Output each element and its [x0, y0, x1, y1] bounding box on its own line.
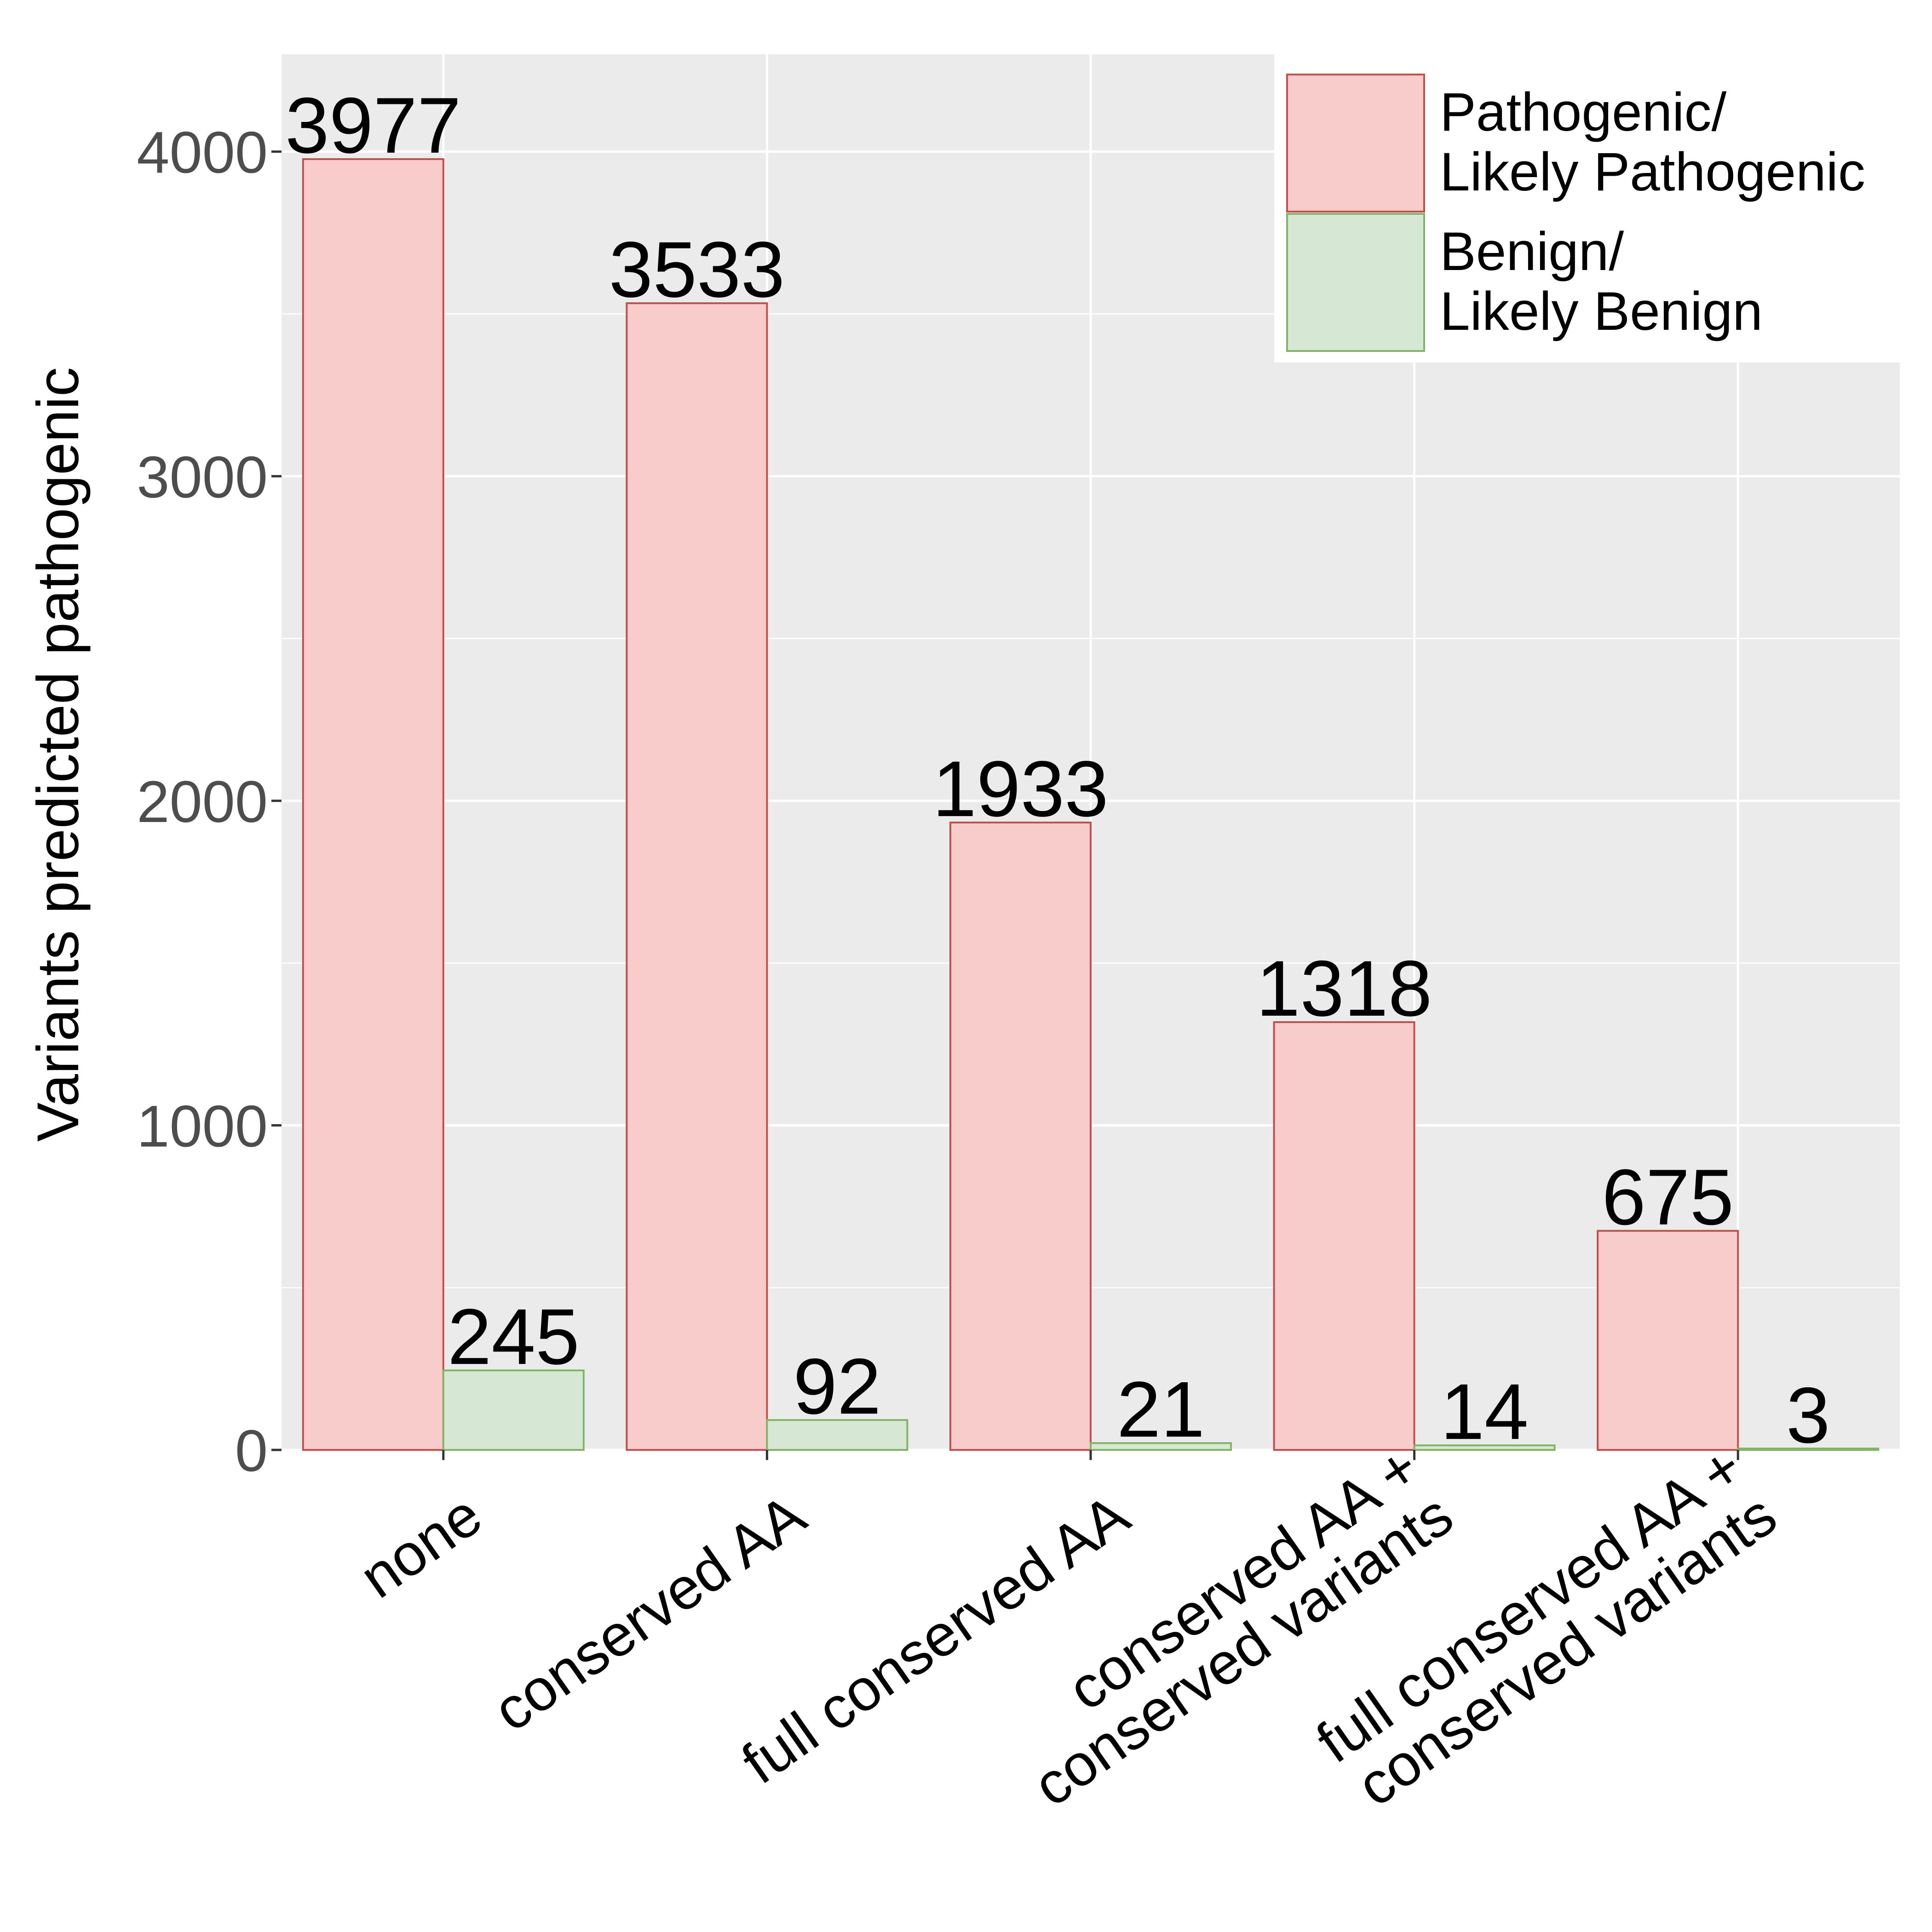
bar-pathogenic-1 [626, 302, 768, 1451]
bar-benign-3 [1413, 1444, 1556, 1451]
bar-benign-4 [1737, 1448, 1880, 1451]
y-tick-label: 0 [235, 1418, 268, 1484]
value-label-pathogenic-2: 1933 [932, 745, 1109, 833]
legend-label-benign: Likely Benign [1440, 281, 1763, 342]
x-tick-label: none [348, 1482, 493, 1610]
bar-pathogenic-0 [302, 158, 444, 1451]
value-label-benign-4: 3 [1786, 1371, 1830, 1460]
value-label-benign-1: 92 [793, 1342, 881, 1431]
y-tick-label: 4000 [137, 120, 268, 186]
y-tick-label: 1000 [137, 1093, 268, 1159]
x-tick-label-group: conserved AA [482, 1482, 817, 1744]
value-labels: 3977 3533 1933 1318 675 245 92 21 14 3 [285, 81, 1830, 1460]
y-tick-label: 2000 [137, 769, 268, 835]
legend-key-benign [1286, 213, 1425, 352]
legend-key-pathogenic [1286, 74, 1425, 213]
value-label-benign-3: 14 [1440, 1368, 1528, 1456]
bar-benign-2 [1090, 1442, 1232, 1451]
y-axis-title: Variants predicted pathogenic [25, 367, 91, 1142]
value-label-pathogenic-4: 675 [1602, 1153, 1734, 1242]
legend: Pathogenic/Likely Pathogenic Benign/Likel… [1274, 54, 1900, 362]
bars [302, 158, 1880, 1451]
x-tick-label: conserved AA [482, 1482, 817, 1744]
x-tick-label-group: none [348, 1482, 493, 1610]
legend-label-benign: Benign/ [1440, 221, 1624, 282]
value-label-pathogenic-3: 1318 [1256, 944, 1432, 1033]
y-axis: 0 1000 2000 3000 4000 [137, 120, 282, 1484]
value-label-pathogenic-0: 3977 [285, 81, 461, 170]
bar-pathogenic-3 [1273, 1021, 1415, 1451]
bar-pathogenic-4 [1597, 1230, 1739, 1451]
bar-benign-1 [766, 1419, 908, 1451]
bar-benign-0 [442, 1369, 585, 1451]
legend-label-pathogenic: Likely Pathogenic [1440, 142, 1865, 202]
value-label-pathogenic-1: 3533 [609, 225, 785, 314]
bar-pathogenic-2 [949, 822, 1092, 1451]
value-label-benign-2: 21 [1117, 1365, 1205, 1454]
y-tick-label: 3000 [137, 444, 268, 510]
legend-label-pathogenic: Pathogenic/ [1440, 82, 1726, 143]
value-label-benign-0: 245 [448, 1293, 580, 1381]
